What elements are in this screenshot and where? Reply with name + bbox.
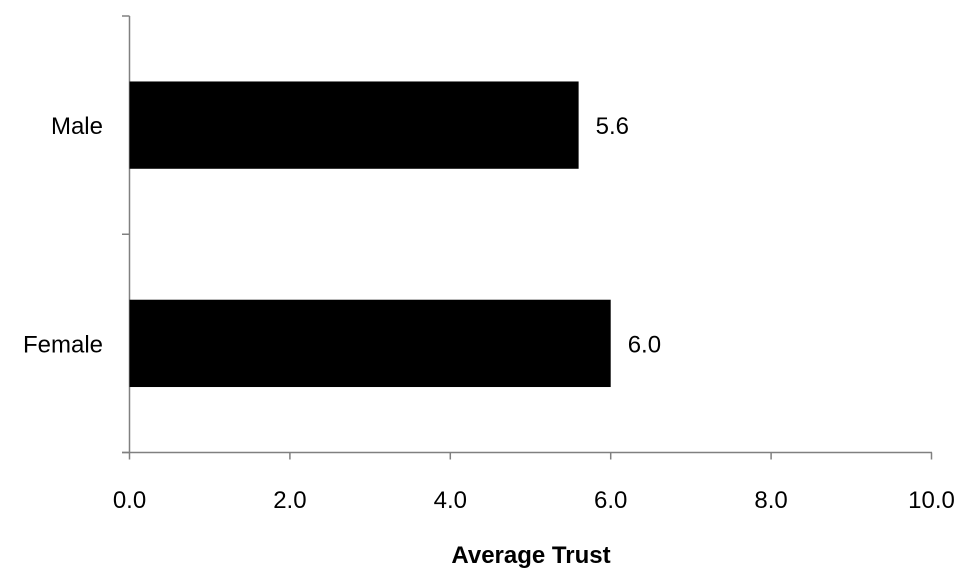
x-tick-label: 0.0	[113, 487, 146, 514]
x-tick-label: 4.0	[434, 487, 467, 514]
data-labels: 5.6 6.0	[596, 113, 661, 358]
data-label: 5.6	[596, 113, 629, 140]
category-label: Female	[23, 331, 103, 358]
x-tick-label: 2.0	[273, 487, 306, 514]
x-tick-label: 8.0	[754, 487, 787, 514]
category-label: Male	[51, 113, 103, 140]
y-ticks	[122, 15, 130, 454]
x-tick-label: 6.0	[594, 487, 627, 514]
x-axis-title: Average Trust	[451, 542, 610, 569]
bar-female	[129, 299, 611, 388]
bar-male	[129, 81, 579, 169]
bars	[129, 81, 611, 388]
x-ticks: 0.0 2.0 4.0 6.0 8.0 10.0	[113, 452, 955, 514]
x-tick-label: 10.0	[908, 487, 955, 514]
data-label: 6.0	[628, 331, 661, 358]
category-labels: Male Female	[23, 113, 103, 358]
